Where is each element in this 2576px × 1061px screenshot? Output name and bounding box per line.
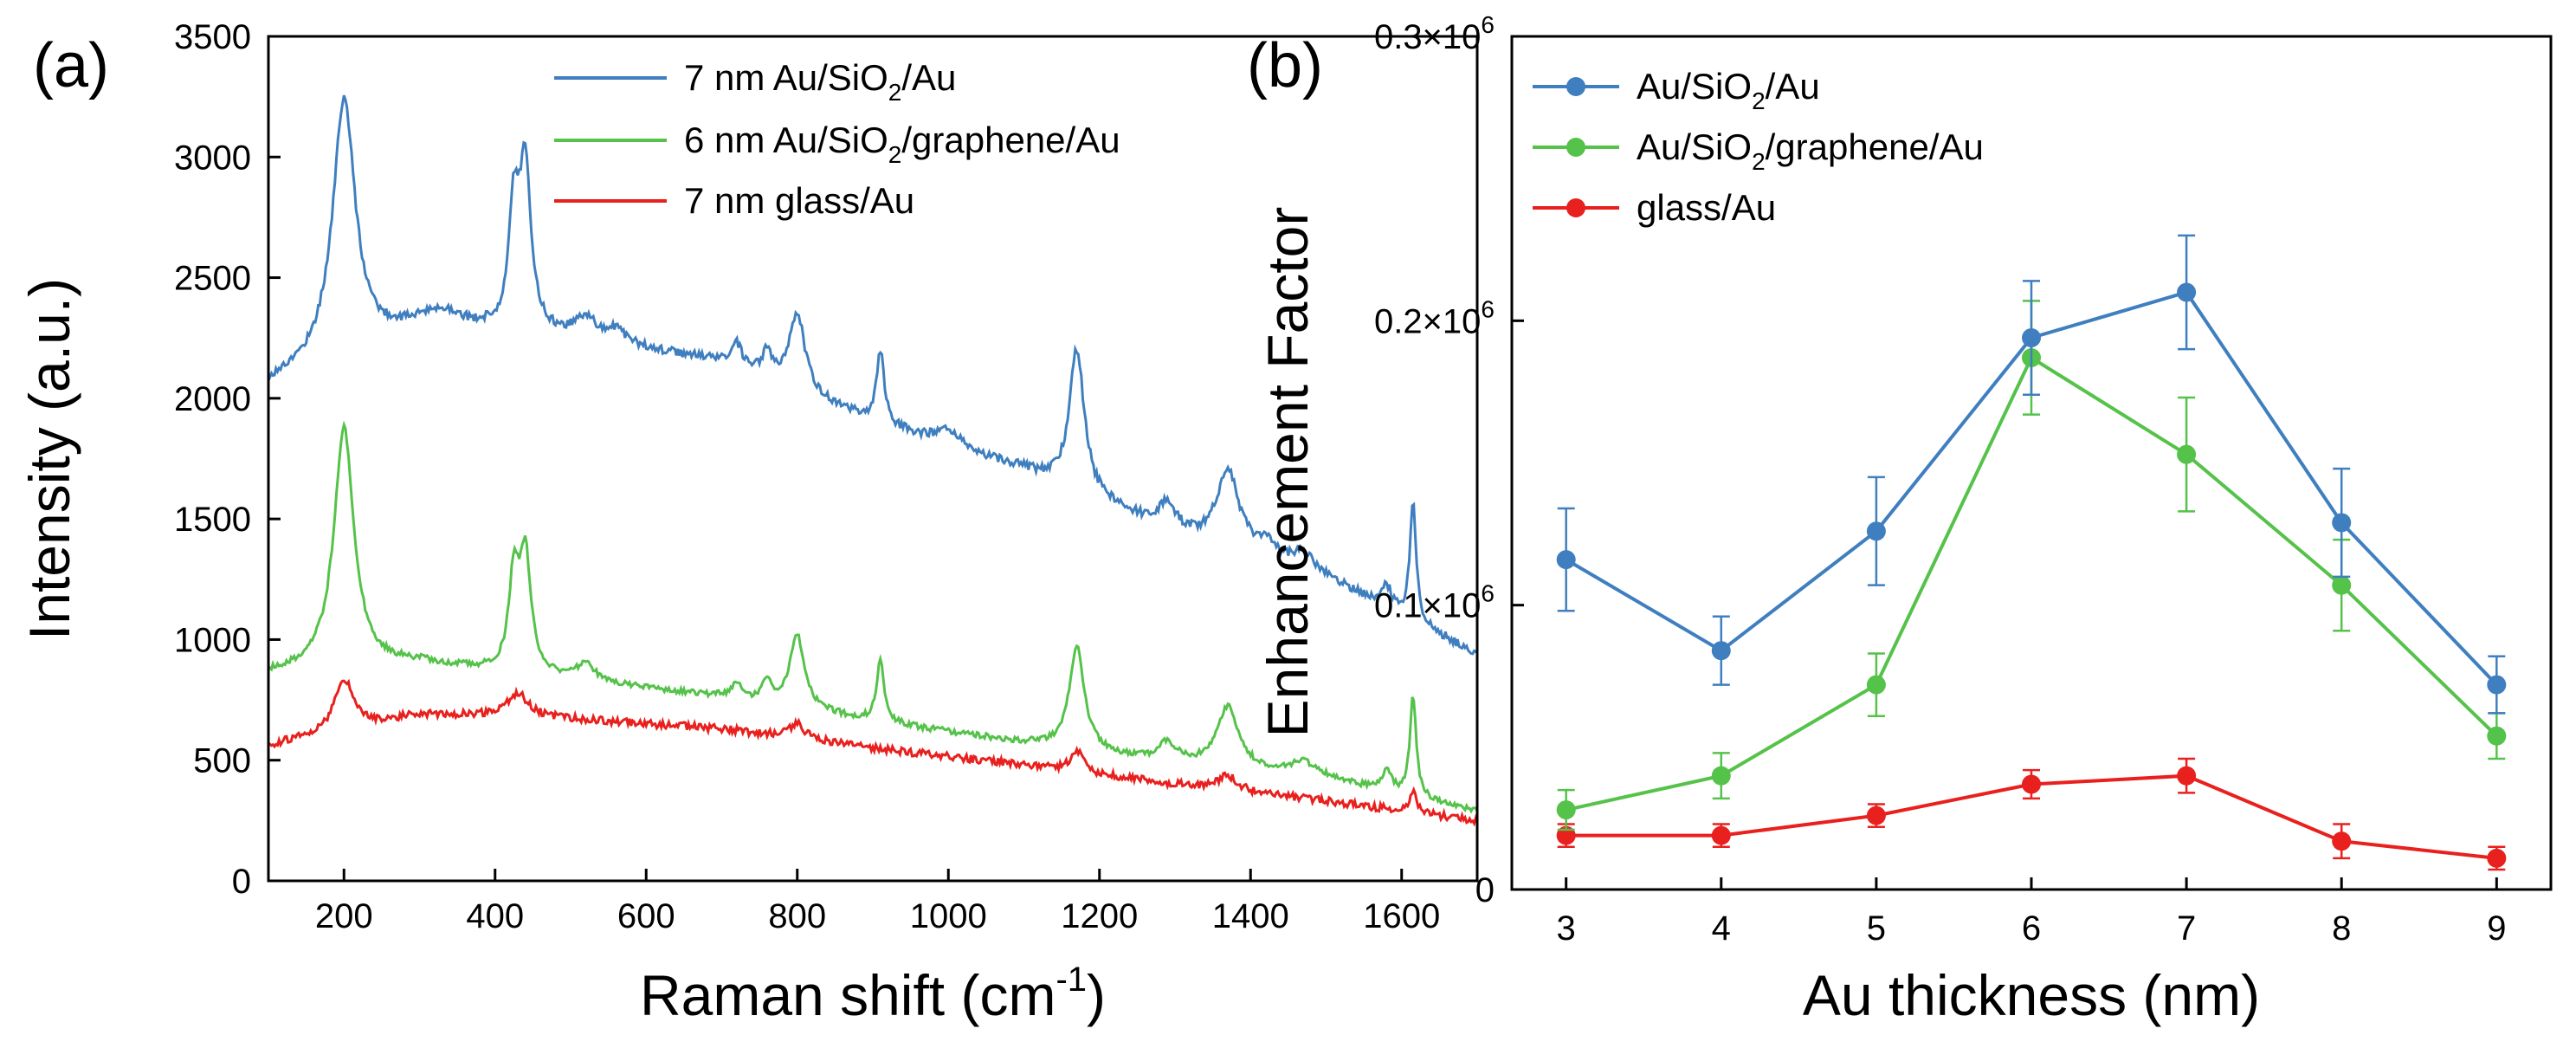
panel-a-y-axis-title: Intensity (a.u.) xyxy=(17,278,81,640)
panel-b-legend-green-sub: 2 xyxy=(1752,148,1766,175)
panel-b-ticks: 3 4 5 6 7 8 9 0 0.1×106 0.2×106 0.3×106 xyxy=(1374,11,2506,948)
panel-b-legend-green-prefix: Au/SiO xyxy=(1637,126,1752,167)
panel-b-point-1-0 xyxy=(1556,800,1576,820)
panel-b-point-1-6 xyxy=(2487,726,2507,746)
panel-b-legend-label-red: glass/Au xyxy=(1637,187,1776,228)
panel-b-legend-blue-sub: 2 xyxy=(1752,87,1766,114)
panel-b-x-axis-title: Au thickness (nm) xyxy=(1803,963,2260,1027)
panel-b-point-2-6 xyxy=(2487,848,2507,868)
panel-a-series-line-0 xyxy=(267,94,1479,656)
panel-b-legend-label-green: Au/SiO2/graphene/Au xyxy=(1637,126,1984,175)
panel-a-legend-blue-suffix: /Au xyxy=(901,57,956,98)
panel-a-legend-green-suffix: /graphene/Au xyxy=(901,120,1120,160)
panel-b-legend-green-suffix: /graphene/Au xyxy=(1766,126,1984,167)
panel-a-y-tick-label-4: 2000 xyxy=(174,380,251,418)
panel-b-x-tick-label-6: 9 xyxy=(2487,909,2506,948)
panel-a-ticks: 200 400 600 800 1000 1200 1400 1600 0 500 1000 1500… xyxy=(174,18,1440,935)
panel-a-x-axis-title-sup: -1 xyxy=(1056,961,1087,999)
panel-a-x-tick-label-6: 1400 xyxy=(1212,897,1289,935)
panel-b-point-1-4 xyxy=(2177,444,2197,464)
panel-a-x-tick-label-4: 1000 xyxy=(910,897,987,935)
panel-a-x-axis-title-main: Raman shift (cm xyxy=(640,963,1056,1027)
panel-b-point-2-4 xyxy=(2177,766,2197,786)
panel-b-x-tick-label-4: 7 xyxy=(2177,909,2196,948)
panel-b-legend-blue-suffix: /Au xyxy=(1766,66,1820,107)
panel-b-x-tick-label-0: 3 xyxy=(1557,909,1576,948)
panel-b-point-0-2 xyxy=(1866,521,1886,541)
panel-b-point-1-1 xyxy=(1711,766,1731,786)
panel-a-legend-green-sub: 2 xyxy=(888,141,902,168)
panel-a-legend-label-green: 6 nm Au/SiO2/graphene/Au xyxy=(684,120,1120,168)
panel-b-y-tick-label-0: 0 xyxy=(1475,871,1495,909)
panel-b-series-group xyxy=(1556,234,2507,871)
panel-b-x-tick-label-3: 6 xyxy=(2022,909,2041,948)
panel-b-point-0-5 xyxy=(2332,513,2352,533)
panel-b-x-tick-label-5: 8 xyxy=(2332,909,2351,948)
panel-a-legend-blue-prefix: 7 nm Au/SiO xyxy=(684,57,888,98)
panel-b-y-tick-label-3: 0.3×106 xyxy=(1374,11,1495,56)
panel-a-plot-frame xyxy=(267,35,1479,883)
panel-a-y-tick-label-3: 1500 xyxy=(174,501,251,539)
panel-a-x-tick-label-1: 400 xyxy=(466,897,524,935)
panel-a-series-group xyxy=(267,94,1479,827)
panel-a-x-tick-label-7: 1600 xyxy=(1363,897,1440,935)
panel-b-x-tick-label-1: 4 xyxy=(1712,909,1731,948)
panel-b-y-tick-label-1: 0.1×106 xyxy=(1374,580,1495,625)
panel-b-point-0-0 xyxy=(1556,550,1576,570)
panel-a-y-tick-label-6: 3000 xyxy=(174,139,251,177)
panel-b-series-2 xyxy=(1556,757,2507,871)
panel-b-point-0-3 xyxy=(2022,328,2041,348)
panel-a-legend-label-red: 7 nm glass/Au xyxy=(684,180,914,221)
panel-b-point-0-6 xyxy=(2487,675,2507,695)
panel-b-point-2-5 xyxy=(2332,831,2352,851)
panel-a-y-tick-label-2: 1000 xyxy=(174,621,251,659)
panel-a-x-tick-label-0: 200 xyxy=(315,897,373,935)
panel-b-point-1-5 xyxy=(2332,575,2352,595)
panel-a-legend: 7 nm Au/SiO2/Au 6 nm Au/SiO2/graphene/Au… xyxy=(554,57,1120,221)
panel-a-x-tick-label-3: 800 xyxy=(768,897,826,935)
panel-b-point-2-3 xyxy=(2022,774,2041,794)
panel-a-series-line-1 xyxy=(267,420,1479,814)
panel-a-legend-label-blue: 7 nm Au/SiO2/Au xyxy=(684,57,956,106)
panel-a-raman-spectra: (a) 200 400 600 800 1000 1200 1400 1600 0 500 1000… xyxy=(17,18,1479,1027)
panel-a-x-axis-title: Raman shift (cm-1) xyxy=(640,961,1106,1027)
panel-b-point-2-1 xyxy=(1711,825,1731,845)
panel-a-legend-blue-sub: 2 xyxy=(888,79,902,106)
panel-a-y-tick-label-1: 500 xyxy=(193,742,251,780)
panel-b-series-0 xyxy=(1556,234,2507,715)
panel-b-legend: Au/SiO2/Au Au/SiO2/graphene/Au glass/Au xyxy=(1533,66,1984,228)
panel-b-point-0-1 xyxy=(1711,641,1731,661)
panel-b-x-tick-label-2: 5 xyxy=(1867,909,1886,948)
panel-a-legend-green-prefix: 6 nm Au/SiO xyxy=(684,120,888,160)
panel-b-label: (b) xyxy=(1247,31,1323,100)
panel-a-y-tick-label-7: 3500 xyxy=(174,18,251,56)
panel-a-label: (a) xyxy=(33,31,109,100)
panel-a-x-axis-title-tail: ) xyxy=(1087,963,1106,1027)
panel-b-legend-blue-prefix: Au/SiO xyxy=(1637,66,1752,107)
panel-b-legend-label-blue: Au/SiO2/Au xyxy=(1637,66,1820,114)
panel-b-line-1 xyxy=(1566,355,2498,812)
panel-b-point-1-2 xyxy=(1866,675,1886,695)
panel-b-legend-marker-red xyxy=(1566,198,1585,217)
panel-b-y-tick-label-2: 0.2×106 xyxy=(1374,295,1495,340)
panel-a-x-tick-label-5: 1200 xyxy=(1061,897,1138,935)
panel-b-y-axis-title: Enhancement Factor xyxy=(1256,207,1320,738)
panel-a-x-tick-label-2: 600 xyxy=(617,897,675,935)
panel-a-series-line-2 xyxy=(268,678,1479,827)
panel-a-y-tick-label-0: 0 xyxy=(232,863,251,901)
panel-b-point-2-2 xyxy=(1866,805,1886,825)
panel-b-legend-marker-green xyxy=(1566,138,1585,157)
panel-b-point-0-4 xyxy=(2177,282,2197,302)
panel-a-y-tick-label-5: 2500 xyxy=(174,260,251,298)
panel-b-legend-marker-blue xyxy=(1566,77,1585,96)
panel-b-enhancement-factor: (b) 3 4 5 6 7 8 9 0 0.1×106 0.2×106 0.3×106 Enhanc… xyxy=(1247,11,2553,1027)
